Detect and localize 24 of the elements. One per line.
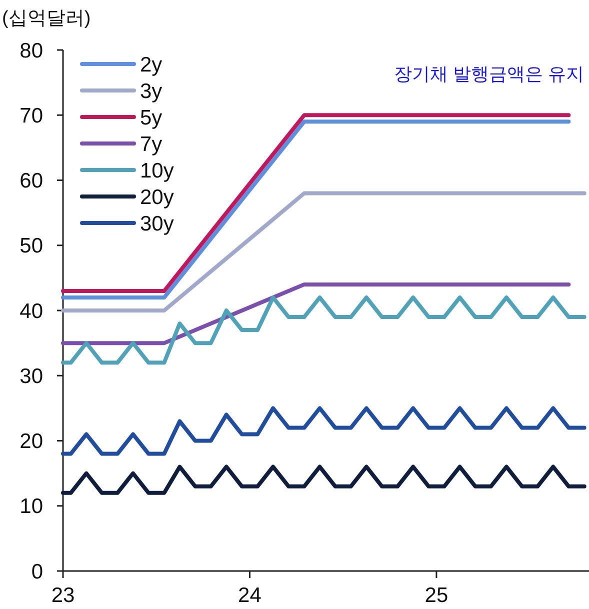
y-tick-label: 0 [31,560,43,584]
x-tick-label: 24 [238,584,262,607]
y-tick-label: 80 [20,39,43,62]
line-series [61,406,586,456]
line-series [61,464,586,495]
annotation: 장기채 발행금액은 유지 [394,64,584,84]
line-series [61,295,586,365]
y-tick-label: 60 [20,170,43,193]
legend-label: 2y [140,53,163,76]
x-tick-label: 23 [51,584,75,607]
y-tick-label: 70 [20,104,43,128]
y-tick-label: 30 [20,364,43,388]
y-tick-label: 40 [20,300,43,323]
legend-label: 7y [140,132,163,156]
legend-label: 10y [140,159,174,182]
y-axis-title: (십억달러) [2,8,91,29]
legend-label: 20y [140,186,174,209]
legend-label: 30y [140,212,174,236]
y-tick-label: 10 [20,495,43,518]
y-tick-label: 20 [20,430,43,454]
x-tick-label: 25 [424,584,448,607]
y-tick-label: 50 [20,234,43,258]
legend-label: 3y [140,80,163,103]
legend-label: 5y [140,106,163,130]
